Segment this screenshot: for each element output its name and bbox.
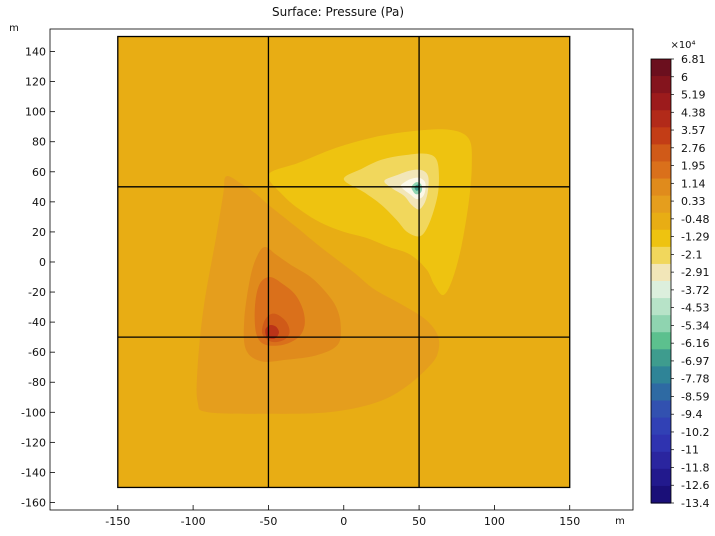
colorbar-tick-label: 4.38 <box>681 106 706 119</box>
x-tick-label: -100 <box>181 515 206 528</box>
colorbar-band <box>651 195 671 214</box>
x-tick-label: -50 <box>259 515 277 528</box>
colorbar-tick-label: 6.81 <box>681 53 706 66</box>
y-tick-label: -80 <box>28 376 46 389</box>
x-tick-label: 0 <box>340 515 347 528</box>
plot-area <box>49 28 634 511</box>
colorbar-band <box>651 59 671 77</box>
colorbar-band <box>651 263 671 282</box>
y-tick-label: 60 <box>32 166 46 179</box>
y-tick-label: 120 <box>25 76 46 89</box>
y-tick-label: -100 <box>21 406 46 419</box>
chart-title: Surface: Pressure (Pa) <box>272 5 404 19</box>
colorbar-frame <box>650 58 672 504</box>
colorbar-band <box>651 315 671 333</box>
y-axis: 140 120 100 80 60 40 20 0 -20 -40 -60 -80 -100 -120 -1… <box>21 46 55 509</box>
colorbar-band <box>651 468 671 487</box>
colorbar-exponent-label: ×10⁴ <box>670 40 695 51</box>
colorbar-tick-label: -0.48 <box>681 213 709 226</box>
y-tick-label: 100 <box>25 106 46 119</box>
colorbar-band <box>651 281 671 299</box>
y-tick-label: 20 <box>32 226 46 239</box>
colorbar-tick-label: -8.59 <box>681 390 709 403</box>
y-tick-label: -60 <box>28 346 46 359</box>
colorbar-tick-label: -4.53 <box>681 302 709 315</box>
colorbar-band <box>651 110 671 128</box>
colorbar-tick-label: 1.95 <box>681 160 706 173</box>
colorbar-band <box>651 127 671 145</box>
colorbar-band <box>651 366 671 385</box>
colorbar-band <box>651 332 671 350</box>
colorbar-tick-label: 2.76 <box>681 142 706 155</box>
colorbar-tick-label: 3.57 <box>681 124 706 137</box>
colorbar-band <box>651 349 671 367</box>
colorbar-band <box>651 212 671 231</box>
colorbar-band <box>651 298 671 316</box>
colorbar-band <box>651 451 671 470</box>
y-tick-label: 140 <box>25 46 46 59</box>
colorbar-tick-label: -6.16 <box>681 337 709 350</box>
colorbar-tick-label: -1.29 <box>681 231 709 244</box>
colorbar-band <box>651 383 671 402</box>
colorbar-band <box>651 161 671 180</box>
colorbar-tick-label: -3.72 <box>681 284 709 297</box>
x-tick-label: -150 <box>105 515 130 528</box>
y-tick-label: -160 <box>21 496 46 509</box>
colorbar-tick-label: -6.97 <box>681 355 709 368</box>
colorbar-tick-label: 6 <box>681 71 688 84</box>
colorbar-tick-label: -2.1 <box>681 248 702 261</box>
colorbar-tick-label: -10.2 <box>681 426 709 439</box>
colorbar-tick-label: -12.6 <box>681 479 709 492</box>
y-tick-label: 80 <box>32 136 46 149</box>
x-tick-label: 100 <box>484 515 505 528</box>
colorbar-band <box>651 434 671 453</box>
y-axis-unit-label: m <box>9 23 19 34</box>
colorbar-band <box>651 76 671 94</box>
colorbar-tick-label: 0.33 <box>681 195 706 208</box>
colorbar-tick-label: -9.4 <box>681 408 702 421</box>
colorbar-band <box>651 400 671 419</box>
colorbar-band <box>651 417 671 436</box>
colorbar-band <box>651 178 671 197</box>
pressure-domain-background <box>117 36 570 488</box>
colorbar-band <box>651 93 671 111</box>
contour-layer <box>196 129 472 414</box>
colorbar-band <box>651 229 671 248</box>
y-tick-label: -40 <box>28 316 46 329</box>
colorbar-tick-label: -5.34 <box>681 319 709 332</box>
y-tick-label: -120 <box>21 436 46 449</box>
y-tick-label: -20 <box>28 286 46 299</box>
colorbar-band <box>651 144 671 163</box>
colorbar-tick-label: -7.78 <box>681 373 709 386</box>
colorbar: ×10⁴ 6.81 6 5.19 4.38 3.57 2.76 1.95 1.14 0.33 -0… <box>650 40 709 510</box>
colorbar-tick-label: -11 <box>681 444 699 457</box>
y-tick-label: -140 <box>21 466 46 479</box>
colorbar-tick-label: -2.91 <box>681 266 709 279</box>
colorbar-tick-label: 1.14 <box>681 177 706 190</box>
x-axis-unit-label: m <box>615 516 625 527</box>
y-tick-label: 0 <box>39 256 46 269</box>
colorbar-tick-label: 5.19 <box>681 89 706 102</box>
colorbar-band <box>651 485 671 504</box>
x-axis: -150 -100 -50 0 50 100 150 <box>105 505 580 528</box>
colorbar-band <box>651 246 671 265</box>
y-tick-label: 40 <box>32 196 46 209</box>
x-tick-label: 150 <box>559 515 580 528</box>
domain-boundary <box>117 35 571 489</box>
colorbar-tick-label: -13.4 <box>681 497 709 510</box>
colorbar-tick-label: -11.8 <box>681 461 709 474</box>
x-tick-label: 50 <box>412 515 426 528</box>
